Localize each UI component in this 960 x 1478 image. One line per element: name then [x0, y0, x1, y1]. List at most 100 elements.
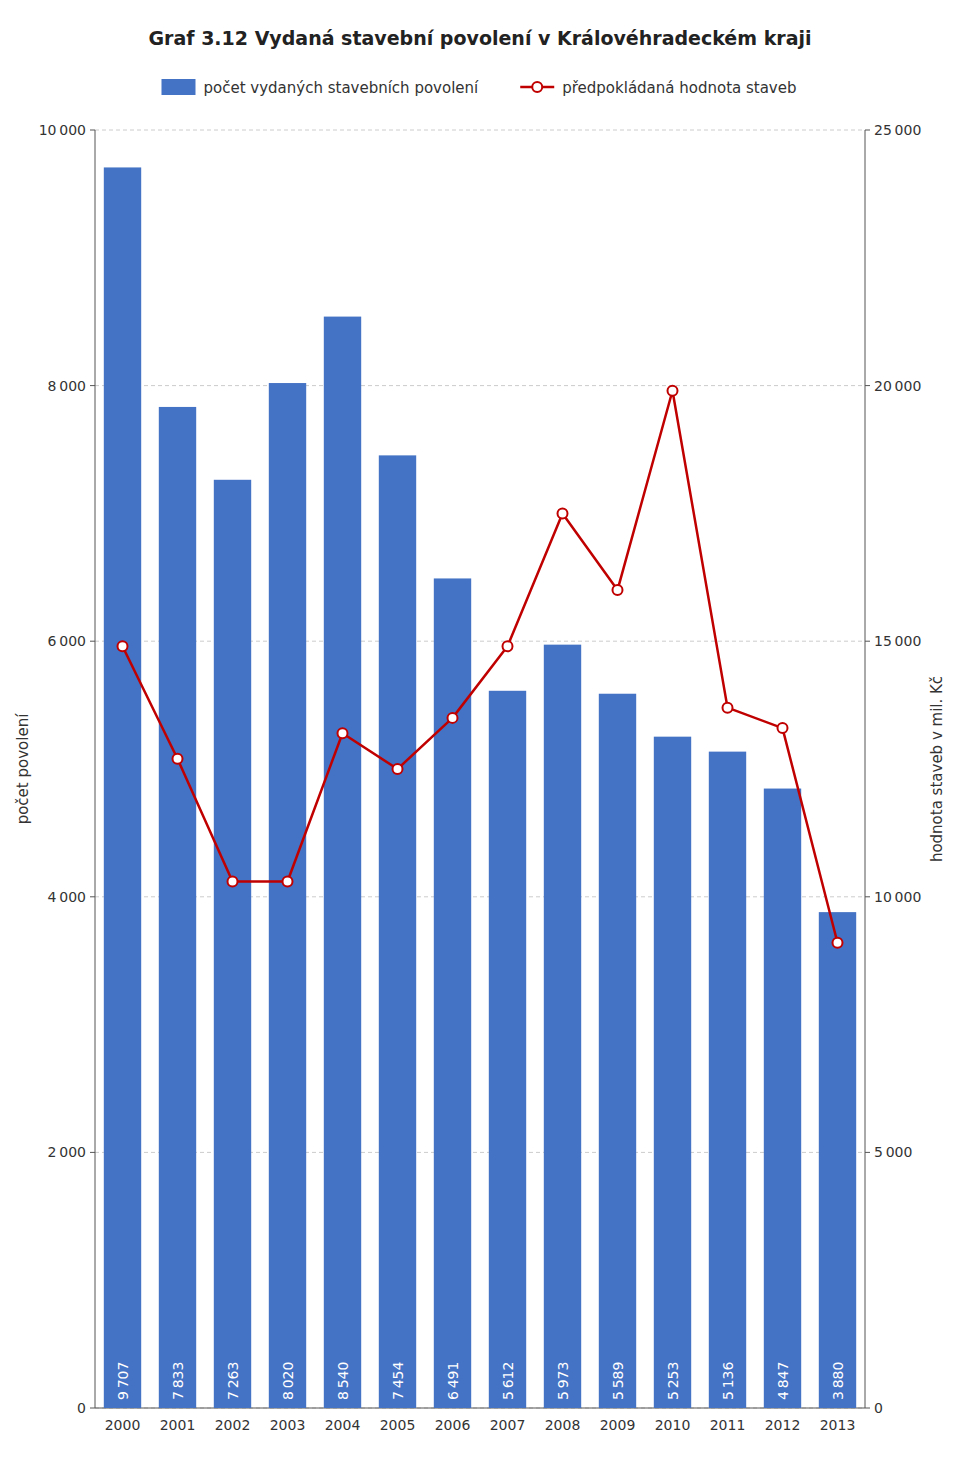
point [778, 723, 788, 733]
data-label: 4 847 [775, 1362, 791, 1400]
y2-tick [865, 130, 870, 131]
x-tick-label: 2000 [105, 1417, 141, 1433]
data-label: 7 263 [225, 1362, 241, 1400]
marks [104, 167, 856, 1408]
point [173, 754, 183, 764]
x-tick-label: 2007 [490, 1417, 526, 1433]
data-label: 3 880 [830, 1362, 846, 1400]
axes: 0 2 000 4 000 6 000 8 000 10 000 0 5 000 10 000 1… [39, 122, 922, 1433]
bar [379, 455, 416, 1408]
y2-tick [865, 896, 870, 897]
x-tick-label: 2001 [160, 1417, 196, 1433]
point [283, 876, 293, 886]
legend-label: předpokládaná hodnota staveb [562, 79, 796, 97]
y-tick [90, 130, 95, 131]
y2-axis-line [865, 130, 866, 1408]
y2-tick [865, 385, 870, 386]
y2-tick [865, 1152, 870, 1153]
grid-line [95, 1152, 865, 1153]
x-tick-label: 2003 [270, 1417, 306, 1433]
data-label: 5 589 [610, 1362, 626, 1400]
y-tick [90, 1152, 95, 1153]
y-tick [90, 385, 95, 386]
y2-axis-title: hodnota staveb v mil. Kč [928, 676, 946, 862]
bar [819, 912, 856, 1408]
y-axis-line [95, 130, 96, 1408]
grid-line [95, 896, 865, 897]
y-tick-label: 4 000 [48, 889, 86, 905]
y2-tick-label: 5 000 [874, 1144, 912, 1160]
point [613, 585, 623, 595]
data-label: 5 612 [500, 1362, 516, 1400]
point [118, 641, 128, 651]
legend-marker [532, 82, 542, 92]
y-tick [90, 1408, 95, 1409]
background [0, 0, 960, 1478]
legend: počet vydaných stavebních povolení předpo… [161, 79, 796, 97]
point [503, 641, 513, 651]
grid-line [95, 641, 865, 642]
bar [599, 694, 636, 1408]
point [338, 728, 348, 738]
bar [159, 407, 196, 1408]
bar [709, 752, 746, 1408]
data-label: 5 973 [555, 1362, 571, 1400]
legend-label: počet vydaných stavebních povolení [203, 79, 479, 97]
grid-line [95, 130, 865, 131]
legend-swatch [161, 79, 195, 95]
data-labels: 9 7077 8337 2638 0208 5407 4546 4915 612… [115, 1361, 846, 1400]
y2-tick-label: 10 000 [874, 889, 921, 905]
x-tick-label: 2002 [215, 1417, 251, 1433]
point [723, 703, 733, 713]
y2-tick-label: 15 000 [874, 633, 921, 649]
bar [544, 645, 581, 1408]
y-tick-label: 6 000 [48, 633, 86, 649]
title: Graf 3.12 Vydaná stavební povolení v Krá… [148, 27, 811, 49]
y-axis-title: počet povolení [14, 713, 32, 824]
x-tick-label: 2005 [380, 1417, 416, 1433]
x-axis-line [95, 1408, 865, 1409]
y-tick-label: 10 000 [39, 122, 86, 138]
data-label: 5 253 [665, 1362, 681, 1400]
data-label: 6 491 [445, 1362, 461, 1400]
point [668, 386, 678, 396]
point [228, 876, 238, 886]
bar [764, 789, 801, 1408]
data-label: 7 454 [390, 1361, 406, 1400]
y-tick [90, 641, 95, 642]
point [558, 508, 568, 518]
x-tick-label: 2004 [325, 1417, 361, 1433]
bar [269, 383, 306, 1408]
data-label: 8 020 [280, 1362, 296, 1400]
x-tick-label: 2009 [600, 1417, 636, 1433]
bar [214, 480, 251, 1408]
data-label: 9 707 [115, 1362, 131, 1400]
data-label: 8 540 [335, 1362, 351, 1400]
x-tick-label: 2008 [545, 1417, 581, 1433]
bar [104, 167, 141, 1408]
y2-tick [865, 641, 870, 642]
point [833, 938, 843, 948]
y-tick-label: 8 000 [48, 378, 86, 394]
grid-line [95, 385, 865, 386]
y-tick-label: 2 000 [48, 1144, 86, 1160]
x-tick-label: 2006 [435, 1417, 471, 1433]
x-tick-label: 2011 [710, 1417, 746, 1433]
data-label: 5 136 [720, 1361, 736, 1400]
x-tick-label: 2012 [765, 1417, 801, 1433]
bar [654, 737, 691, 1408]
grid-line [95, 1408, 865, 1409]
y2-tick-label: 25 000 [874, 122, 921, 138]
chart: Graf 3.12 Vydaná stavební povolení v Krá… [0, 0, 960, 1478]
y2-tick-label: 20 000 [874, 378, 921, 394]
x-tick-label: 2010 [655, 1417, 691, 1433]
y-tick [90, 896, 95, 897]
bar [324, 317, 361, 1408]
y-tick-label: 0 [77, 1400, 86, 1416]
line [123, 391, 838, 943]
x-tick-label: 2013 [820, 1417, 856, 1433]
y2-tick [865, 1408, 870, 1409]
point [393, 764, 403, 774]
grid [95, 130, 865, 1408]
y2-tick-label: 0 [874, 1400, 883, 1416]
